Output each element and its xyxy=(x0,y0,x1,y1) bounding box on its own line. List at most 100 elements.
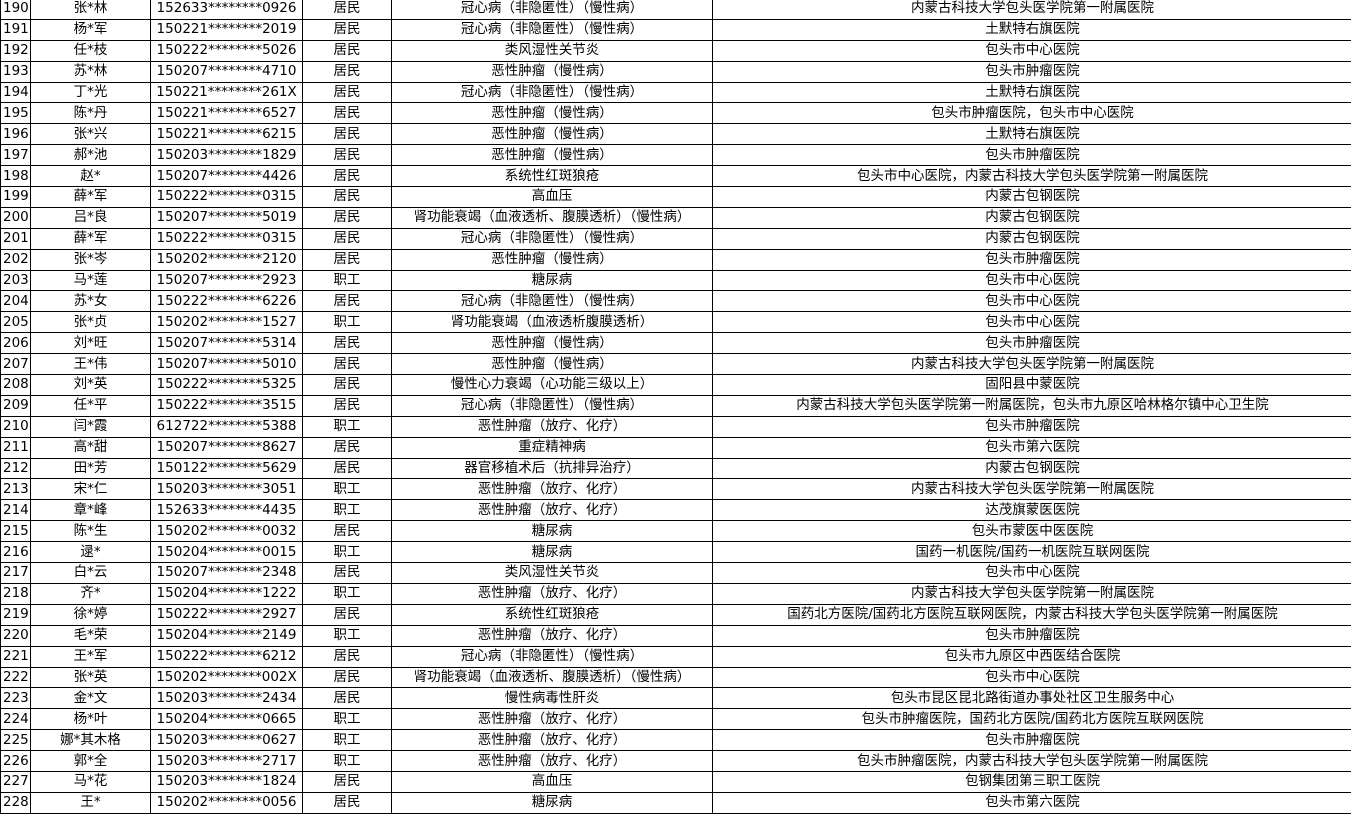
insurance-type-cell: 居民 xyxy=(302,206,392,229)
hospital-cell: 包头市肿瘤医院 xyxy=(712,144,1351,167)
row-number-cell: 195 xyxy=(0,102,31,125)
id-number-cell: 150202********1527 xyxy=(150,311,303,334)
patient-name-cell: 金*文 xyxy=(30,687,151,710)
table-row: 213 宋*仁 150203********3051 职工 恶性肿瘤（放疗、化疗） 内蒙古… xyxy=(0,478,1351,501)
id-number-cell: 150122********5629 xyxy=(150,457,303,480)
insurance-type-cell: 居民 xyxy=(302,290,392,313)
table-row: 190 张*林 152633********0926 居民 冠心病（非隐匿性）（慢性病）… xyxy=(0,0,1351,20)
id-number-cell: 612722********5388 xyxy=(150,415,303,438)
row-number-cell: 203 xyxy=(0,269,31,292)
id-number-cell: 150221********6215 xyxy=(150,123,303,146)
patient-name-cell: 张*兴 xyxy=(30,123,151,146)
table-row: 201 薛*军 150222********0315 居民 冠心病（非隐匿性）（慢性病）… xyxy=(0,227,1351,250)
id-number-cell: 150202********2120 xyxy=(150,248,303,271)
row-number-cell: 221 xyxy=(0,645,31,668)
disease-cell: 冠心病（非隐匿性）（慢性病） xyxy=(391,290,713,313)
hospital-cell: 包钢集团第三职工医院 xyxy=(712,770,1351,793)
id-number-cell: 150221********2019 xyxy=(150,18,303,41)
insurance-type-cell: 居民 xyxy=(302,144,392,167)
insurance-type-cell: 居民 xyxy=(302,374,392,396)
insurance-type-cell: 居民 xyxy=(302,645,392,668)
patient-name-cell: 刘*英 xyxy=(30,374,151,396)
hospital-cell: 国药北方医院/国药北方医院互联网医院，内蒙古科技大学包头医学院第一附属医院 xyxy=(712,603,1351,626)
id-number-cell: 150203********2717 xyxy=(150,750,303,772)
disease-cell: 恶性肿瘤（慢性病） xyxy=(391,353,713,376)
id-number-cell: 152633********0926 xyxy=(150,0,303,20)
row-number-cell: 224 xyxy=(0,708,31,731)
patient-name-cell: 陈*丹 xyxy=(30,102,151,125)
insurance-type-cell: 居民 xyxy=(302,666,392,689)
patient-name-cell: 苏*林 xyxy=(30,60,151,83)
disease-cell: 冠心病（非隐匿性）（慢性病） xyxy=(391,0,713,20)
id-number-cell: 150222********0315 xyxy=(150,227,303,250)
id-number-cell: 150207********2348 xyxy=(150,562,303,584)
id-number-cell: 150204********0015 xyxy=(150,541,303,564)
id-number-cell: 150221********6527 xyxy=(150,102,303,125)
patient-name-cell: 马*莲 xyxy=(30,269,151,292)
disease-cell: 糖尿病 xyxy=(391,791,713,814)
row-number-cell: 197 xyxy=(0,144,31,167)
disease-cell: 冠心病（非隐匿性）（慢性病） xyxy=(391,18,713,41)
table-row: 223 金*文 150203********2434 居民 慢性病毒性肝炎 包头市昆区昆北… xyxy=(0,687,1351,710)
insurance-type-cell: 居民 xyxy=(302,770,392,793)
patient-name-cell: 王* xyxy=(30,791,151,814)
id-number-cell: 150204********1222 xyxy=(150,582,303,605)
patient-name-cell: 张*英 xyxy=(30,666,151,689)
hospital-cell: 包头市九原区中西医结合医院 xyxy=(712,645,1351,668)
hospital-cell: 包头市肿瘤医院 xyxy=(712,415,1351,438)
insurance-type-cell: 职工 xyxy=(302,499,392,522)
row-number-cell: 215 xyxy=(0,520,31,543)
insurance-type-cell: 居民 xyxy=(302,18,392,41)
id-number-cell: 150203********0627 xyxy=(150,729,303,752)
table-row: 192 任*枝 150222********5026 居民 类风湿性关节炎 包头市中心医院 xyxy=(0,39,1351,62)
disease-cell: 恶性肿瘤（慢性病） xyxy=(391,60,713,83)
row-number-cell: 214 xyxy=(0,499,31,522)
id-number-cell: 150204********0665 xyxy=(150,708,303,731)
disease-cell: 糖尿病 xyxy=(391,541,713,564)
row-number-cell: 208 xyxy=(0,374,31,396)
disease-cell: 冠心病（非隐匿性）（慢性病） xyxy=(391,645,713,668)
disease-cell: 恶性肿瘤（放疗、化疗） xyxy=(391,499,713,522)
patient-name-cell: 王*军 xyxy=(30,645,151,668)
id-number-cell: 150203********1824 xyxy=(150,770,303,793)
disease-cell: 重症精神病 xyxy=(391,436,713,459)
hospital-cell: 包头市肿瘤医院 xyxy=(712,332,1351,355)
table-row: 218 齐* 150204********1222 职工 恶性肿瘤（放疗、化疗） 内蒙古科… xyxy=(0,582,1351,605)
hospital-cell: 包头市肿瘤医院 xyxy=(712,60,1351,83)
table-row: 193 苏*林 150207********4710 居民 恶性肿瘤（慢性病） 包头市肿瘤… xyxy=(0,60,1351,83)
hospital-cell: 内蒙古科技大学包头医学院第一附属医院 xyxy=(712,353,1351,376)
id-number-cell: 150222********2927 xyxy=(150,603,303,626)
insurance-type-cell: 居民 xyxy=(302,332,392,355)
row-number-cell: 192 xyxy=(0,39,31,62)
disease-cell: 糖尿病 xyxy=(391,520,713,543)
insurance-type-cell: 职工 xyxy=(302,708,392,731)
disease-cell: 恶性肿瘤（放疗、化疗） xyxy=(391,624,713,647)
row-number-cell: 225 xyxy=(0,729,31,752)
disease-cell: 恶性肿瘤（慢性病） xyxy=(391,144,713,167)
hospital-cell: 内蒙古科技大学包头医学院第一附属医院 xyxy=(712,0,1351,20)
hospital-cell: 包头市中心医院，内蒙古科技大学包头医学院第一附属医院 xyxy=(712,165,1351,188)
id-number-cell: 150222********5026 xyxy=(150,39,303,62)
table-row: 226 郭*全 150203********2717 职工 恶性肿瘤（放疗、化疗） 包头市… xyxy=(0,750,1351,772)
row-number-cell: 228 xyxy=(0,791,31,814)
row-number-cell: 219 xyxy=(0,603,31,626)
hospital-cell: 内蒙古包钢医院 xyxy=(712,227,1351,250)
hospital-cell: 内蒙古科技大学包头医学院第一附属医院 xyxy=(712,478,1351,501)
id-number-cell: 150222********0315 xyxy=(150,186,303,208)
patient-name-cell: 杨*叶 xyxy=(30,708,151,731)
hospital-cell: 包头市中心医院 xyxy=(712,562,1351,584)
table-row: 228 王* 150202********0056 居民 糖尿病 包头市第六医院 xyxy=(0,791,1351,814)
id-number-cell: 150203********1829 xyxy=(150,144,303,167)
insurance-type-cell: 居民 xyxy=(302,123,392,146)
disease-cell: 恶性肿瘤（放疗、化疗） xyxy=(391,729,713,752)
disease-cell: 冠心病（非隐匿性）（慢性病） xyxy=(391,81,713,104)
patient-name-cell: 齐* xyxy=(30,582,151,605)
disease-cell: 系统性红斑狼疮 xyxy=(391,165,713,188)
hospital-cell: 包头市肿瘤医院，内蒙古科技大学包头医学院第一附属医院 xyxy=(712,750,1351,772)
row-number-cell: 223 xyxy=(0,687,31,710)
patient-name-cell: 白*云 xyxy=(30,562,151,584)
hospital-cell: 包头市肿瘤医院 xyxy=(712,624,1351,647)
hospital-cell: 内蒙古包钢医院 xyxy=(712,206,1351,229)
table-row: 202 张*岑 150202********2120 居民 恶性肿瘤（慢性病） 包头市肿瘤… xyxy=(0,248,1351,271)
id-number-cell: 150203********2434 xyxy=(150,687,303,710)
